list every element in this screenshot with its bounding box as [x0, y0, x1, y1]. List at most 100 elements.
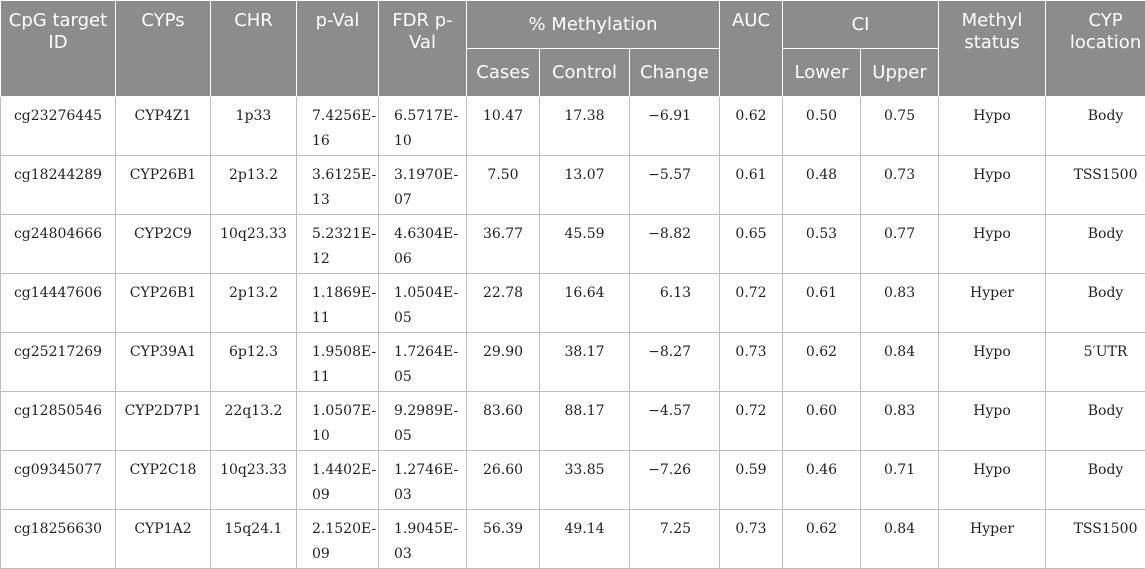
cell-ci-upper: 0.84	[860, 332, 940, 392]
cell-auc: 0.72	[719, 391, 784, 451]
cell-pval: 1.9508E- 11	[296, 332, 379, 392]
cell-chr: 10q23.33	[210, 450, 297, 510]
cell-auc: 0.73	[719, 332, 784, 392]
cell-ci-upper: 0.83	[860, 391, 940, 451]
cell-cpg-id: cg09345077	[0, 450, 116, 510]
cell-cyp: CYP26B1	[115, 273, 211, 333]
cell-ci-lower: 0.50	[782, 96, 862, 156]
header-control: Control	[539, 48, 630, 97]
cell-methyl-status: Hypo	[938, 155, 1047, 215]
cell-control: 16.64	[539, 273, 630, 333]
cell-cases: 83.60	[466, 391, 540, 451]
cell-chr: 2p13.2	[210, 155, 297, 215]
cell-pval: 3.6125E- 13	[296, 155, 379, 215]
table-row: cg18256630 CYP1A2 15q24.1 2.1520E- 09 1.9045E…	[0, 509, 1145, 569]
cell-pval-part: 5.2321E-	[312, 226, 377, 242]
cell-cyp: CYP1A2	[115, 509, 211, 569]
table-row: cg23276445 CYP4Z1 1p33 7.4256E- 16 6.5717E- 10…	[0, 96, 1145, 156]
cell-change: −5.57	[628, 155, 721, 215]
cell-cyp-location: Body	[1045, 391, 1145, 451]
cell-cases: 56.39	[466, 509, 540, 569]
cell-fdr-pval-part: 1.2746E-	[394, 462, 459, 478]
cell-cases: 7.50	[466, 155, 540, 215]
cell-pval-part: 2.1520E-	[312, 521, 377, 537]
cell-chr: 22q13.2	[210, 391, 297, 451]
cell-fdr-pval-part: 1.0504E-	[394, 285, 459, 301]
cell-pval-part: 13	[312, 192, 330, 208]
cell-chr: 6p12.3	[210, 332, 297, 392]
table-row: cg14447606 CYP26B1 2p13.2 1.1869E- 11 1.0504E…	[0, 273, 1145, 333]
cell-cpg-id: cg14447606	[0, 273, 116, 333]
cell-methyl-status: Hypo	[938, 214, 1047, 274]
cell-cpg-id: cg25217269	[0, 332, 116, 392]
cell-ci-lower: 0.60	[782, 391, 862, 451]
cell-control: 13.07	[539, 155, 630, 215]
header-change: Change	[628, 48, 721, 97]
cell-pval-part: 1.0507E-	[312, 403, 377, 419]
cell-fdr-pval-part: 3.1970E-	[394, 167, 459, 183]
cell-control: 38.17	[539, 332, 630, 392]
cell-pval-part: 1.9508E-	[312, 344, 377, 360]
cell-change: −8.27	[628, 332, 721, 392]
header-methylation: % Methylation	[465, 0, 721, 49]
cell-cases: 26.60	[466, 450, 540, 510]
cell-pval-part: 7.4256E-	[312, 108, 377, 124]
cell-auc: 0.59	[719, 450, 784, 510]
cell-ci-upper: 0.77	[860, 214, 940, 274]
cell-fdr-pval-part: 1.7264E-	[394, 344, 459, 360]
cell-chr: 15q24.1	[210, 509, 297, 569]
table-row: cg25217269 CYP39A1 6p12.3 1.9508E- 11 1.7264E…	[0, 332, 1145, 392]
cell-pval-part: 12	[312, 251, 330, 267]
cell-pval: 1.1869E- 11	[296, 273, 379, 333]
cell-auc: 0.65	[719, 214, 784, 274]
header-cyps: CYPs	[115, 0, 211, 97]
cell-chr: 1p33	[210, 96, 297, 156]
header-pval: p-Val	[296, 0, 379, 97]
cell-fdr-pval-part: 1.9045E-	[394, 521, 459, 537]
cell-cases: 29.90	[466, 332, 540, 392]
header-status: Methyl status	[938, 0, 1047, 97]
cell-control: 33.85	[539, 450, 630, 510]
cell-pval-part: 1.4402E-	[312, 462, 377, 478]
cell-cyp-location: Body	[1045, 214, 1145, 274]
cell-fdr-pval-part: 10	[394, 133, 412, 149]
cell-ci-lower: 0.62	[782, 509, 862, 569]
cell-auc: 0.72	[719, 273, 784, 333]
header-auc: AUC	[719, 0, 784, 97]
cell-cyp-location: 5′UTR	[1045, 332, 1145, 392]
cell-auc: 0.62	[719, 96, 784, 156]
cell-cpg-id: cg23276445	[0, 96, 116, 156]
cell-control: 49.14	[539, 509, 630, 569]
cell-change: 7.25	[628, 509, 721, 569]
cell-ci-lower: 0.48	[782, 155, 862, 215]
cell-ci-upper: 0.73	[860, 155, 940, 215]
cell-pval-part: 09	[312, 546, 330, 562]
cell-ci-upper: 0.71	[860, 450, 940, 510]
cell-cpg-id: cg18244289	[0, 155, 116, 215]
cell-methyl-status: Hypo	[938, 391, 1047, 451]
table-row: cg18244289 CYP26B1 2p13.2 3.6125E- 13 3.1970E…	[0, 155, 1145, 215]
table-row: cg24804666 CYP2C9 10q23.33 5.2321E- 12 4.6304…	[0, 214, 1145, 274]
table-body: cg23276445 CYP4Z1 1p33 7.4256E- 16 6.5717E- 10…	[0, 96, 1145, 569]
cell-ci-upper: 0.75	[860, 96, 940, 156]
cell-fdr-pval: 6.5717E- 10	[378, 96, 467, 156]
header-ci: CI	[782, 0, 940, 49]
cell-methyl-status: Hyper	[938, 273, 1047, 333]
cell-methyl-status: Hypo	[938, 332, 1047, 392]
cell-cyp-location: Body	[1045, 450, 1145, 510]
cell-cyp: CYP26B1	[115, 155, 211, 215]
header-cases: Cases	[466, 48, 540, 97]
header-lower: Lower	[782, 48, 862, 97]
cell-fdr-pval-part: 6.5717E-	[394, 108, 459, 124]
cell-auc: 0.61	[719, 155, 784, 215]
cell-cyp-location: TSS1500	[1045, 155, 1145, 215]
cell-ci-upper: 0.83	[860, 273, 940, 333]
cell-fdr-pval-part: 06	[394, 251, 412, 267]
cell-fdr-pval-part: 03	[394, 546, 412, 562]
table-header: CpG target ID CYPs CHR p-Val FDR p-Val %…	[0, 0, 1145, 97]
cell-auc: 0.73	[719, 509, 784, 569]
cell-change: −7.26	[628, 450, 721, 510]
cell-fdr-pval-part: 03	[394, 487, 412, 503]
cell-cyp: CYP2C18	[115, 450, 211, 510]
